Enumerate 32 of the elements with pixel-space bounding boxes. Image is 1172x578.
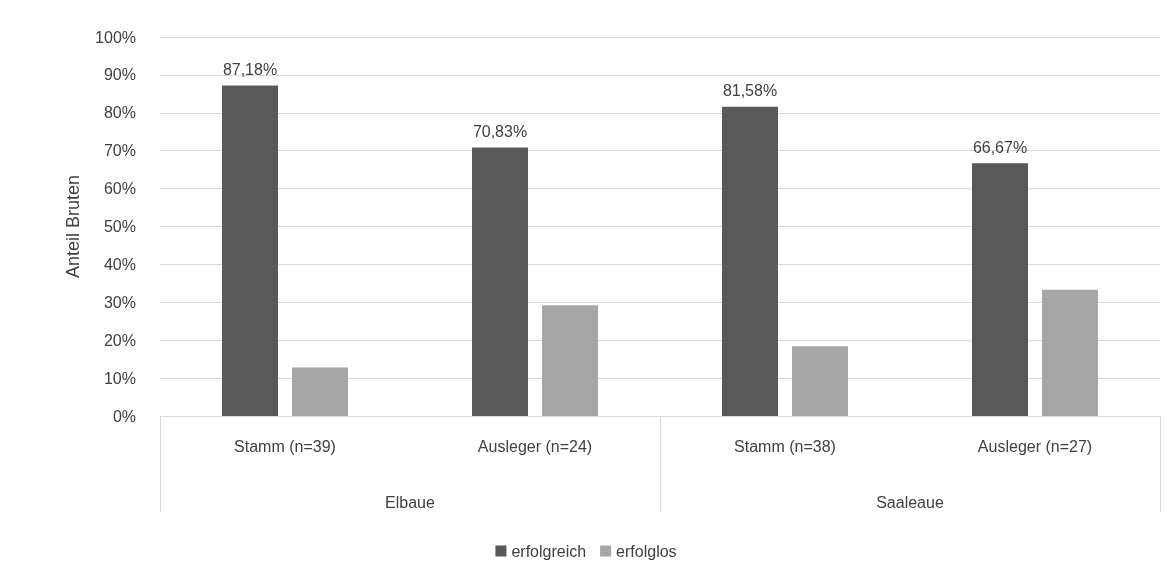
text: Elbaue xyxy=(385,493,436,511)
bar xyxy=(722,106,778,416)
bar xyxy=(542,305,598,416)
y-tick-label: 30% xyxy=(103,293,136,311)
bar xyxy=(292,367,348,416)
bar xyxy=(972,163,1028,416)
x-tick-label: Ausleger (n=27) xyxy=(977,437,1093,455)
bar xyxy=(1042,289,1098,416)
y-tick-label: 20% xyxy=(103,331,136,349)
data-label: 66,67% xyxy=(972,138,1028,156)
bar xyxy=(222,85,278,416)
y-tick-label: 50% xyxy=(103,218,136,235)
x-tick-label: Stamm (n=39) xyxy=(234,437,336,455)
y-tick-label: 40% xyxy=(103,255,136,273)
y-axis-title: Anteil Bruten xyxy=(63,174,83,279)
legend-label: erfolgreich xyxy=(511,542,587,560)
bar xyxy=(472,147,528,416)
data-label: 70,83% xyxy=(472,123,528,141)
text: Saaleaue xyxy=(876,493,944,511)
y-tick-label: 0% xyxy=(112,407,136,425)
x-tick-label: Ausleger (n=24) xyxy=(477,437,593,455)
data-label: 81,58% xyxy=(722,82,778,100)
y-tick-label: 90% xyxy=(103,66,136,84)
data-label: 87,18% xyxy=(222,61,278,79)
x-tick-label: Stamm (n=38) xyxy=(734,437,836,455)
legend-label: erfolglos xyxy=(616,542,677,560)
y-tick-label: 80% xyxy=(103,104,136,122)
y-tick-label: 100% xyxy=(95,28,136,46)
y-tick-label: 70% xyxy=(103,142,136,160)
y-tick-label: 60% xyxy=(103,180,136,198)
bar xyxy=(792,346,848,416)
y-tick-label: 10% xyxy=(103,369,136,387)
